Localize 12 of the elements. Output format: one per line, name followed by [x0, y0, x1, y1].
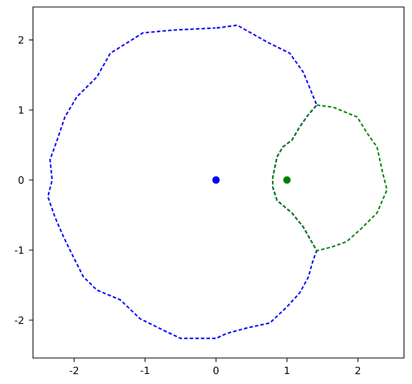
x-tick-label: -2	[70, 366, 78, 374]
x-tick-label: -1	[140, 366, 150, 374]
y-tick-label: -1	[14, 246, 24, 254]
x-tick-label: 1	[284, 366, 290, 374]
y-tick-label: 2	[18, 36, 24, 44]
x-tick-label: 0	[214, 366, 219, 374]
x-tick-label: 2	[355, 366, 360, 374]
y-tick-label: 0	[18, 176, 24, 184]
y-tick-label: -2	[14, 316, 24, 324]
line-series	[47, 24, 318, 340]
line-series	[272, 104, 388, 252]
y-tick-label: 1	[19, 106, 24, 114]
